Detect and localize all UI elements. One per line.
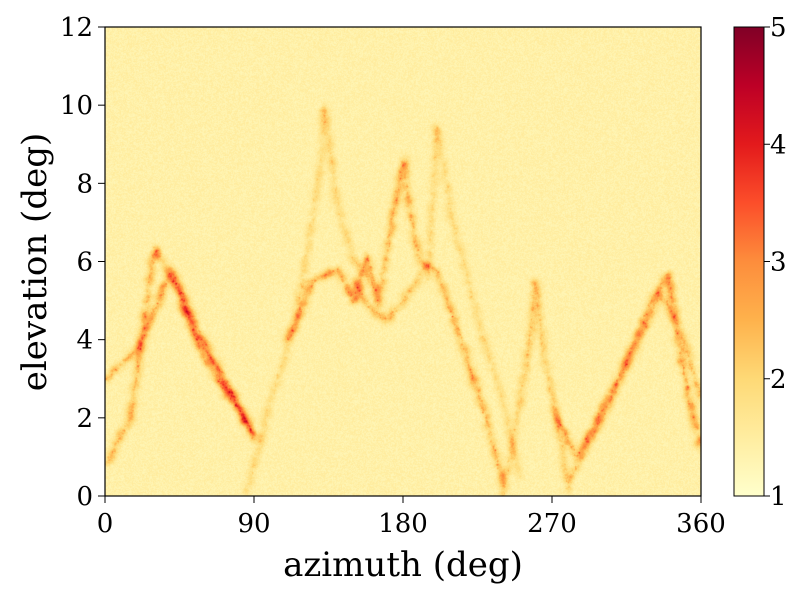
colorbar-tick-label: 4 — [770, 130, 787, 160]
colorbar-ticks: 1 2 3 4 5 — [764, 13, 787, 512]
colorbar-tick-label: 3 — [770, 248, 787, 278]
colorbar-tick-label: 1 — [770, 482, 787, 512]
y-axis-label: elevation (deg) — [15, 133, 55, 392]
y-tick-label: 2 — [76, 404, 93, 434]
x-tick-label: 180 — [378, 509, 428, 539]
y-tick-label: 10 — [60, 91, 93, 121]
x-tick-label: 270 — [527, 509, 577, 539]
x-axis-ticks: 0 90 180 270 360 — [97, 496, 726, 539]
y-tick-label: 6 — [76, 248, 93, 278]
colorbar-tick-label: 5 — [770, 13, 787, 43]
y-tick-label: 8 — [76, 169, 93, 199]
heatmap-image — [105, 27, 701, 496]
x-tick-label: 360 — [676, 509, 726, 539]
y-tick-label: 0 — [76, 482, 93, 512]
colorbar — [733, 26, 765, 497]
y-tick-label: 12 — [60, 13, 93, 43]
x-tick-label: 90 — [237, 509, 270, 539]
x-axis-label: azimuth (deg) — [283, 545, 523, 585]
colorbar-tick-label: 2 — [770, 365, 787, 395]
x-tick-label: 0 — [97, 509, 114, 539]
y-axis-ticks: 0 2 4 6 8 10 12 — [60, 13, 105, 512]
y-tick-label: 4 — [76, 326, 93, 356]
